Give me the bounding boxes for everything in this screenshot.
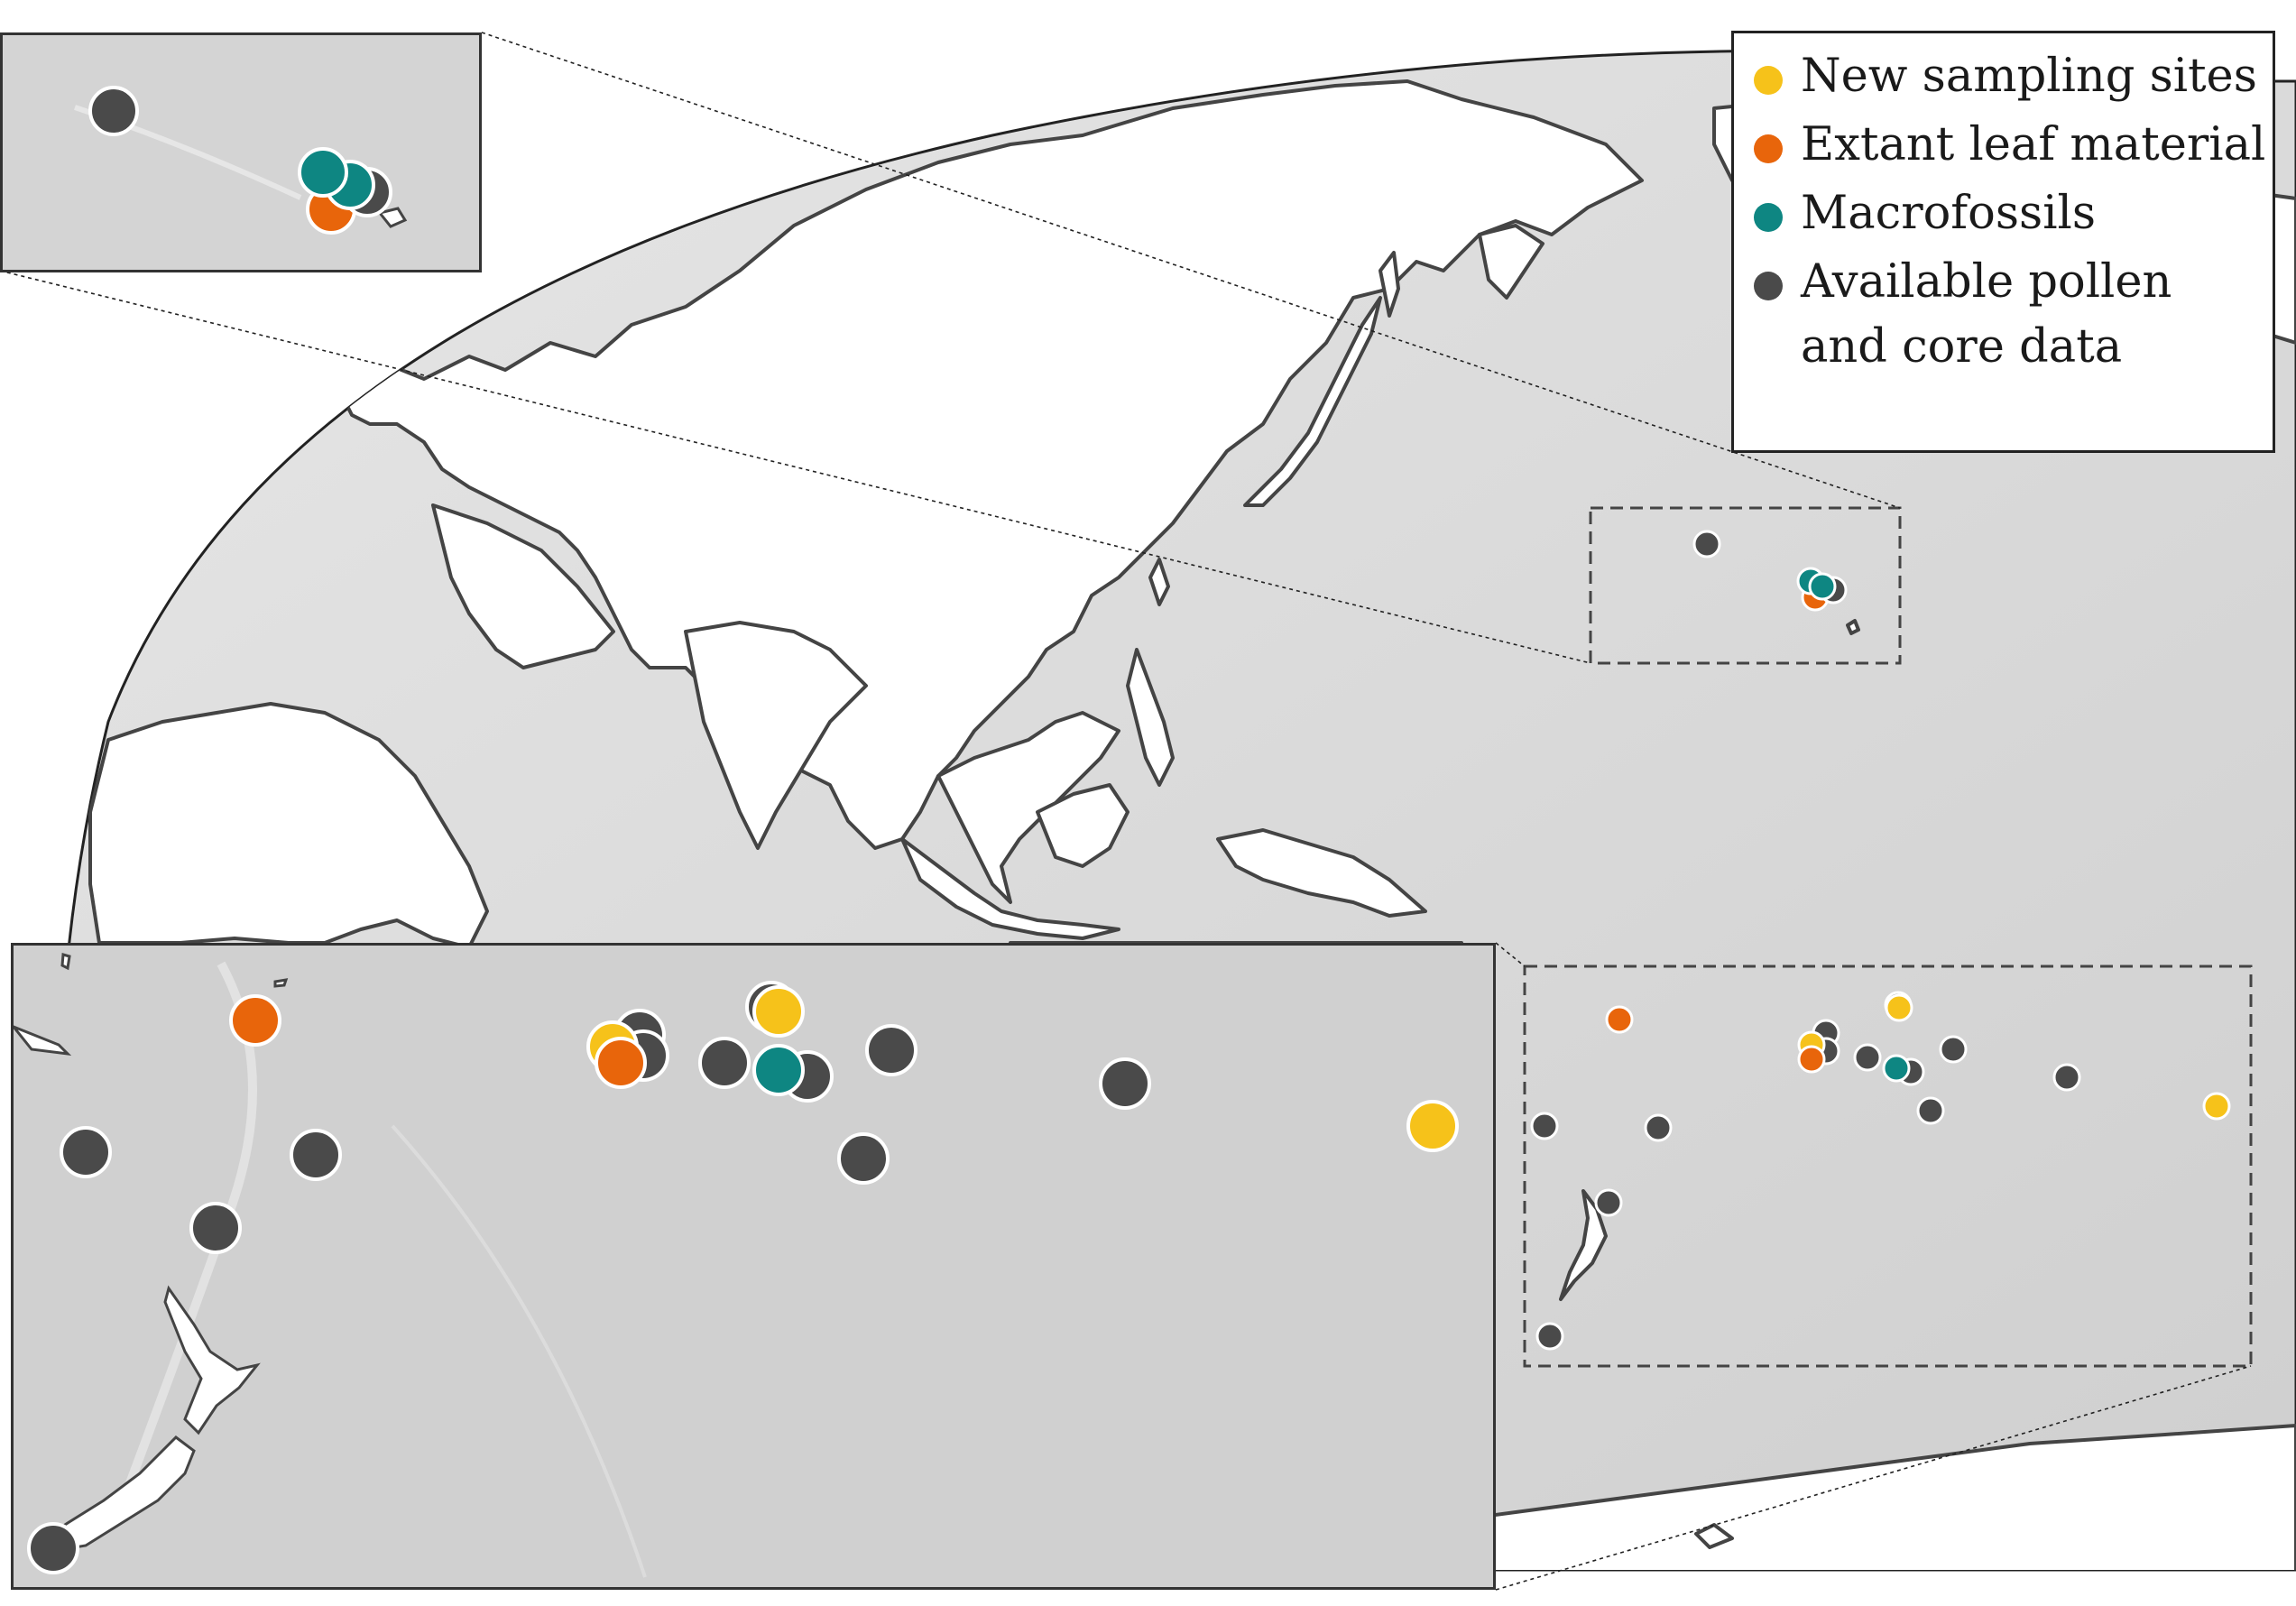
india-landmass [684,621,868,850]
hawaii-inset [0,32,482,272]
extant-leaf-marker [229,994,281,1047]
south-islands-landmass [1694,1523,1734,1549]
pollen-core-marker [189,1202,242,1254]
legend-label: Available pollen and core data [1801,255,2172,374]
extant-leaf-marker [1797,1045,1826,1074]
pollen-core-marker [1853,1043,1882,1072]
hawaii-landmass [1846,619,1860,635]
new-sampling-marker [1885,993,1913,1022]
new-zealand-landmass [1559,1189,1608,1301]
new-caledonia-landmass [14,1025,72,1057]
pollen-core-marker [1916,1096,1945,1125]
macrofossil-marker [298,147,348,198]
hawaii-box-markers [1692,530,1848,612]
new-sampling-marker [1406,1100,1459,1152]
pollen-core-marker [698,1037,751,1089]
new-guinea-landmass [1216,828,1427,918]
legend-item-extant-leaf: Extant leaf material [1754,113,2273,178]
pacific-inset [11,943,1496,1590]
taiwan-landmass [1148,558,1170,606]
pollen-core-marker [865,1024,917,1076]
pollen-core-marker [1594,1188,1623,1217]
arabia-landmass [431,503,615,669]
southeast-asia-landmass [936,711,1120,904]
pollen-core-marker [290,1129,342,1181]
new-sampling-swatch [1754,66,1783,95]
japan-landmass [1243,296,1382,507]
new-sampling-marker [752,985,805,1038]
pacific-connector-top [1495,942,1526,967]
small-island-landmass [60,953,71,971]
philippines-landmass [1126,648,1175,787]
macrofossil-marker [1808,572,1837,601]
legend-item-macrofossils: Macrofossils [1754,181,2273,246]
pollen-core-marker [1644,1113,1673,1142]
kamchatka-landmass [1478,224,1544,300]
eurasia-landmass [341,79,1644,850]
extant-leaf-swatch [1754,134,1783,163]
macrofossil-marker [752,1044,805,1096]
legend: New sampling sites Extant leaf material … [1731,31,2275,453]
macrofossil-marker [1882,1054,1911,1083]
pacific-seafloor-ridge [391,1124,647,1578]
hawaii-region-box [1589,506,1902,665]
pollen-core-marker [60,1126,112,1178]
hawaii-connector-bottom [0,270,1591,664]
legend-label: Macrofossils [1801,187,2096,240]
pacific-box-markers [1530,991,2231,1351]
extant-leaf-marker [1605,1005,1634,1034]
pollen-core-marker [1099,1057,1151,1110]
pollen-core-marker [88,86,139,136]
macrofossils-swatch [1754,203,1783,232]
pollen-core-marker [1535,1322,1564,1351]
legend-label: Extant leaf material [1801,118,2266,171]
pollen-core-marker [837,1132,890,1185]
pollen-core-swatch [1754,272,1783,300]
legend-item-new-sampling: New sampling sites [1754,44,2273,109]
legend-item-pollen-core: Available pollen and core data [1754,250,2273,380]
antarctica-landmass [1487,1424,2296,1570]
hawaii-big-island [377,207,408,228]
borneo-landmass [1036,783,1130,868]
pacific-region-box [1523,965,2253,1368]
pollen-core-marker [1939,1035,1968,1064]
pollen-core-marker [1692,530,1721,558]
sumatra-java-landmass [900,837,1120,940]
pollen-core-marker [27,1522,79,1574]
new-sampling-marker [2202,1092,2231,1121]
sakhalin-landmass [1379,251,1400,318]
extant-leaf-marker [595,1037,647,1089]
pollen-core-marker [2052,1063,2081,1092]
new-zealand-north-island [163,1285,261,1435]
pollen-core-marker [1530,1112,1559,1140]
pacific-connector-bottom [1495,1365,2252,1591]
legend-label: New sampling sites [1801,50,2257,103]
pacific-inset-map [14,946,1493,1587]
small-island-landmass [273,978,289,988]
hawaii-inset-map [3,35,479,270]
